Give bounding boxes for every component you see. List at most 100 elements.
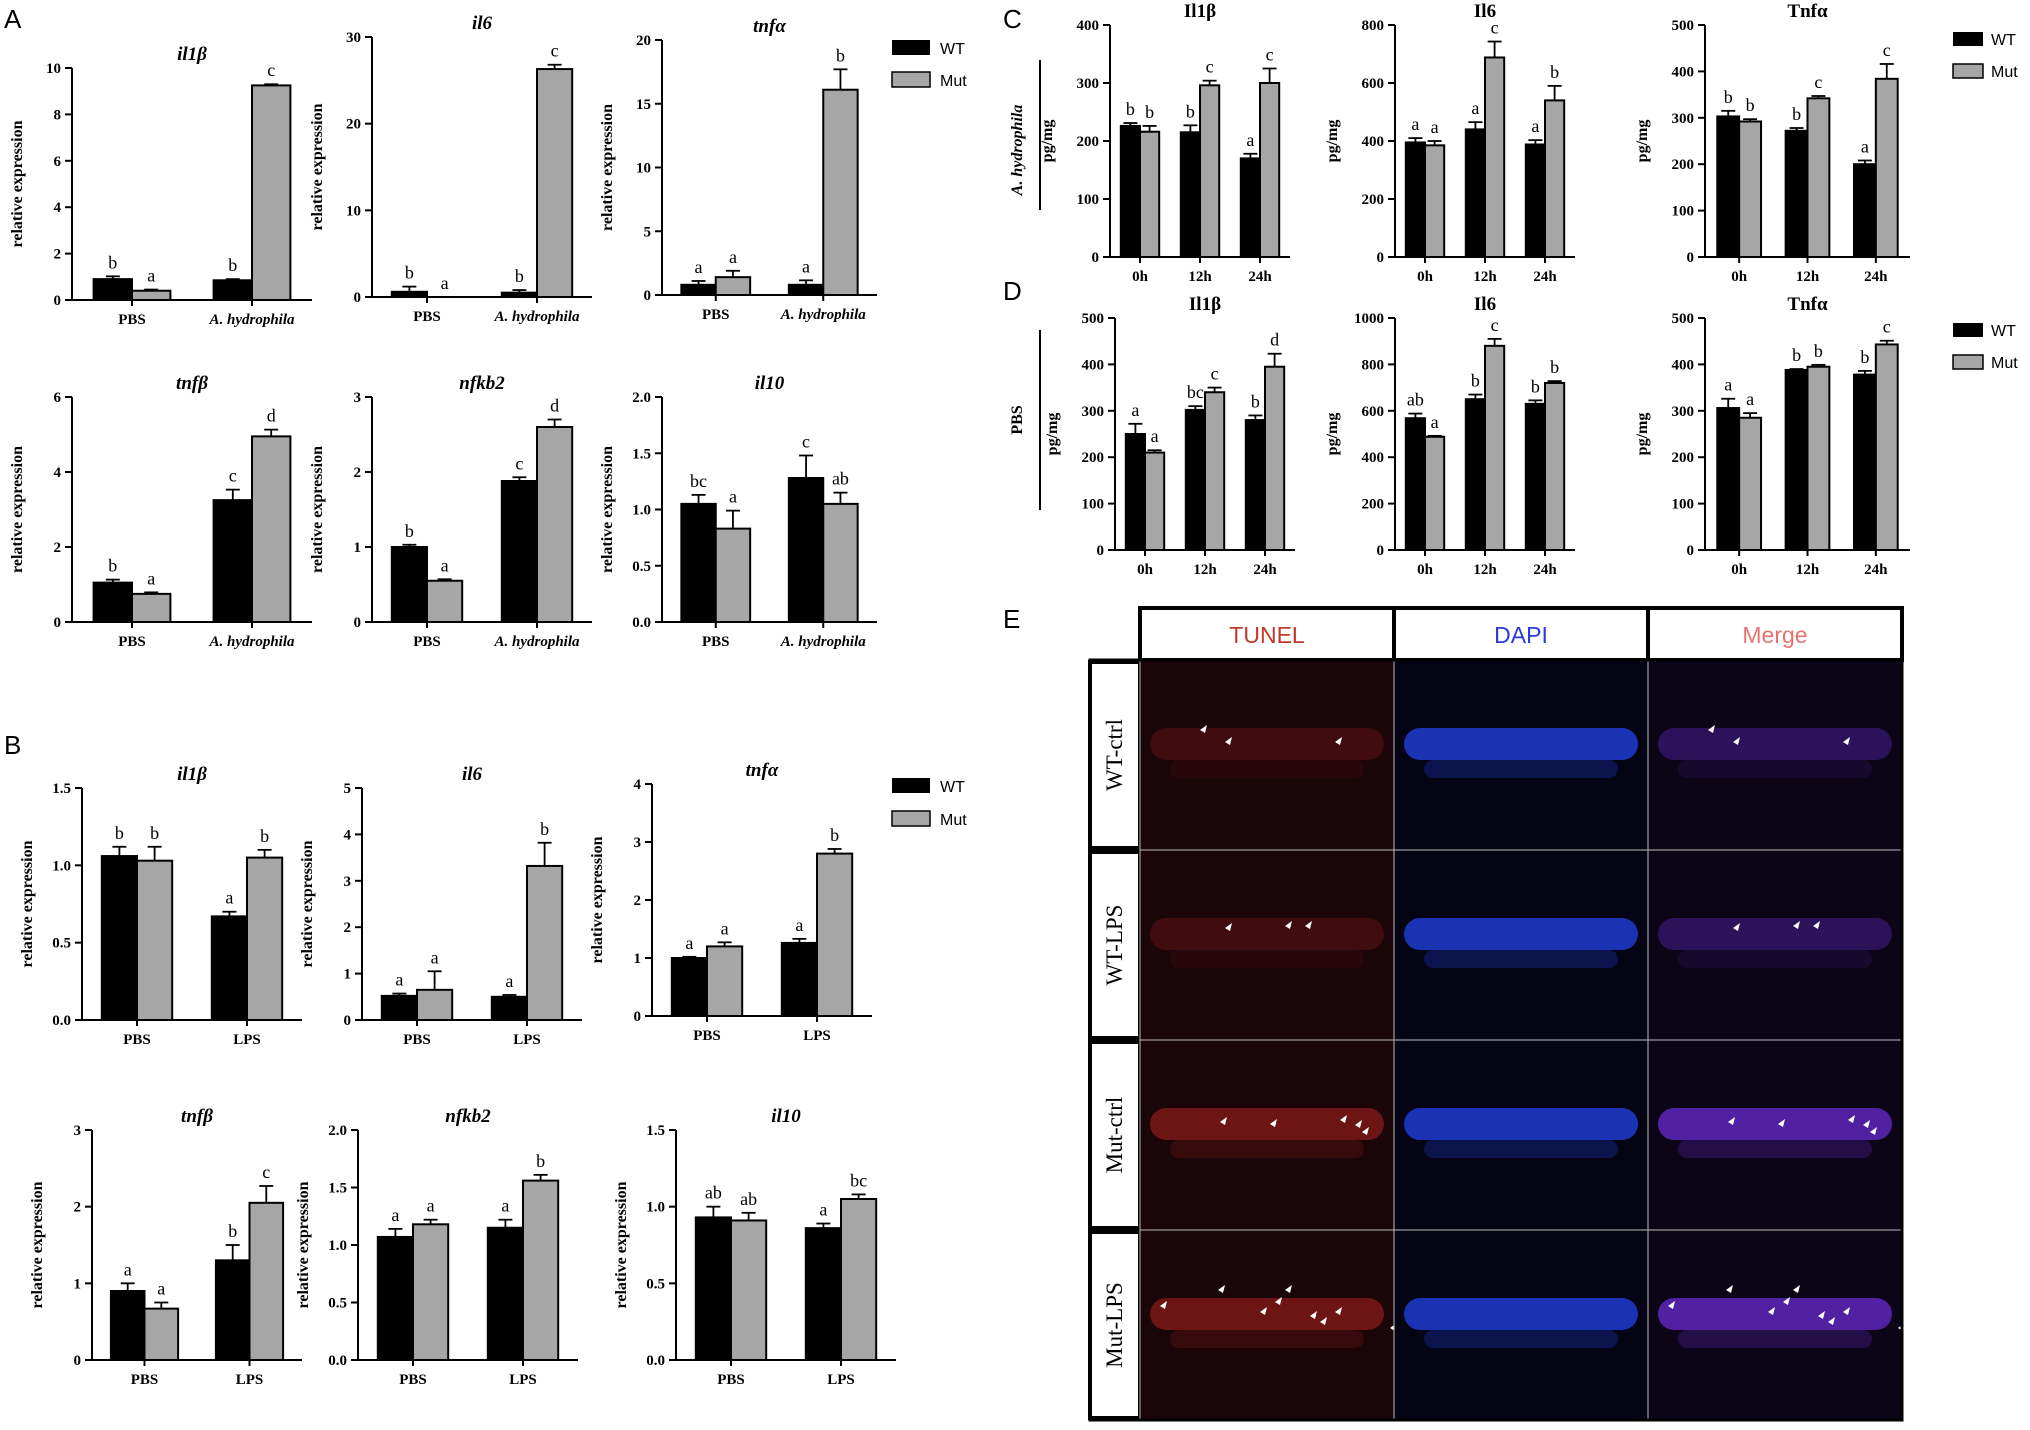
chart-d1-ytick-label: 0 xyxy=(1097,543,1105,559)
chart-d2-ylabel: pg/mg xyxy=(1324,413,1341,456)
chart-a6-ytick-label: 1.5 xyxy=(632,446,651,462)
microscopy-arrowhead xyxy=(1320,1317,1327,1325)
microscopy-arrowhead xyxy=(1848,1115,1855,1123)
chart-a1-ytick-label: 4 xyxy=(54,200,62,216)
microscopy-image-cell xyxy=(1647,849,1903,1041)
chart-c3-ytick-label: 0 xyxy=(1687,250,1695,266)
chart-b5-ytick-label: 1.0 xyxy=(328,1238,347,1254)
chart-c3-sig-letter: c xyxy=(1883,40,1891,60)
chart-b4-bar-wt xyxy=(214,1259,251,1362)
side-label-c: A. hydrophila xyxy=(1009,105,1026,197)
legend-d: WT Mut xyxy=(1952,323,2018,372)
chart-c1-sig-letter: c xyxy=(1206,57,1214,77)
chart-a3-ylabel: relative expression xyxy=(599,104,616,231)
chart-c3-bar-wt xyxy=(1716,115,1741,258)
chart-d1-bar-wt xyxy=(1244,419,1267,551)
chart-b5: nfkb2 0.0 0.5 1.0 1.5 2.0 relative expression P… xyxy=(295,1106,578,1388)
chart-d2-xtick-label: 24h xyxy=(1533,562,1557,578)
legend-d-mut-swatch xyxy=(1952,354,1984,370)
chart-a2-ytick-label: 30 xyxy=(346,30,361,46)
chart-d3-ytick-label: 200 xyxy=(1672,450,1695,466)
chart-c2-bar-mut xyxy=(1424,144,1446,259)
chart-d3-xtick-label: 0h xyxy=(1731,562,1748,578)
chart-b1-xtick-label: PBS xyxy=(123,1032,151,1048)
chart-c2-bar-wt xyxy=(1524,143,1547,258)
chart-b4-sig-letter: c xyxy=(262,1162,270,1182)
chart-a3-title: tnfα xyxy=(753,16,786,37)
chart-b2-title: il6 xyxy=(462,764,483,785)
chart-d3-ytick-label: 300 xyxy=(1672,404,1695,420)
chart-a1-sig-letter: c xyxy=(267,60,275,80)
chart-b5-ytick-label: 1.5 xyxy=(328,1181,347,1197)
chart-a2-bar-wt xyxy=(500,291,538,298)
chart-d1-xtick-label: 0h xyxy=(1137,562,1154,578)
chart-b5-sig-letter: a xyxy=(501,1196,509,1216)
chart-a1-sig-letter: a xyxy=(147,266,155,286)
chart-b4-ytick-label: 2 xyxy=(74,1200,82,1216)
chart-c3-bar-mut xyxy=(1806,97,1831,258)
chart-a6-xtick-label: A. hydrophila xyxy=(780,634,867,650)
chart-d2-sig-letter: ab xyxy=(1407,390,1424,410)
microscopy-tissue-band xyxy=(1150,728,1384,760)
chart-b2-ytick-label: 0 xyxy=(344,1013,352,1029)
chart-c3-sig-letter: c xyxy=(1814,72,1822,92)
legend-a-mut-swatch xyxy=(891,71,931,88)
chart-b1-ytick-label: 1.0 xyxy=(52,858,71,874)
chart-b6-ytick-label: 1.5 xyxy=(646,1123,665,1139)
chart-a4: tnfβ 0 2 4 6 relative expression PBS b a A. hydro… xyxy=(9,373,312,650)
microscopy-arrowhead xyxy=(1220,1117,1227,1125)
microscopy-row-label: Mut-ctrl xyxy=(1102,1097,1127,1174)
chart-c1-ytick-label: 200 xyxy=(1077,134,1100,150)
chart-a6-ytick-label: 0.5 xyxy=(632,559,651,575)
chart-d2-ytick-label: 200 xyxy=(1362,497,1385,513)
chart-c2-sig-letter: c xyxy=(1491,18,1499,38)
chart-d1-bar-mut xyxy=(1144,451,1166,551)
chart-a1: il1β 0 2 4 6 8 10 relative expression PBS b a A. hy… xyxy=(9,44,312,328)
chart-b1-sig-letter: a xyxy=(225,888,233,908)
microscopy-row-label: WT-ctrl xyxy=(1102,719,1127,791)
microscopy-arrowhead xyxy=(1733,737,1740,745)
chart-b1-bar-wt xyxy=(100,855,139,1022)
microscopy-arrowhead xyxy=(1843,737,1850,745)
chart-b1-xtick-label: LPS xyxy=(233,1032,261,1048)
legend-b-mut-label: Mut xyxy=(940,812,967,829)
microscopy-arrowhead xyxy=(1728,1117,1735,1125)
microscopy-arrowhead xyxy=(1793,921,1800,929)
chart-b6-title: il10 xyxy=(771,1106,801,1127)
chart-a3-bar-wt xyxy=(787,283,825,296)
chart-c1-title: Il1β xyxy=(1184,1,1216,22)
chart-b6-ylabel: relative expression xyxy=(613,1181,630,1308)
chart-a6-sig-letter: bc xyxy=(690,471,707,491)
chart-b5-bar-mut xyxy=(522,1179,560,1361)
chart-d3-ytick-label: 100 xyxy=(1672,497,1695,513)
microscopy-tissue-band xyxy=(1658,1108,1892,1140)
chart-b2-sig-letter: b xyxy=(540,819,549,839)
chart-c1-sig-letter: b xyxy=(1186,101,1195,121)
chart-c1-bar-wt xyxy=(1119,124,1142,258)
chart-a4-sig-letter: c xyxy=(229,466,237,486)
chart-d1: Il1β 0 100 200 300 400 500 pg/mg 0h aa 12h bcc 24h b d xyxy=(1044,294,1295,578)
chart-b6-bar-mut xyxy=(840,1198,878,1361)
chart-b4-sig-letter: b xyxy=(228,1221,237,1241)
microscopy-arrowhead xyxy=(1793,1285,1800,1293)
chart-d3-bar-mut xyxy=(1806,365,1831,551)
chart-c1-ytick-label: 400 xyxy=(1077,18,1100,34)
chart-a3-sig-letter: a xyxy=(695,257,703,277)
chart-b3-sig-letter: a xyxy=(795,915,803,935)
chart-c2-xtick-label: 24h xyxy=(1533,269,1557,285)
chart-c2-bar-wt xyxy=(1464,128,1487,258)
microscopy-tissue-band xyxy=(1678,1140,1872,1158)
microscopy-tissue-band xyxy=(1424,950,1618,968)
chart-b3-title: tnfα xyxy=(746,760,779,781)
chart-a4-sig-letter: b xyxy=(108,556,117,576)
microscopy-arrowhead xyxy=(1813,921,1820,929)
chart-b6-sig-letter: ab xyxy=(740,1189,757,1209)
chart-d1-sig-letter: c xyxy=(1211,364,1219,384)
panel-letter-a: A xyxy=(4,4,22,34)
chart-c1-xtick-label: 12h xyxy=(1188,269,1212,285)
